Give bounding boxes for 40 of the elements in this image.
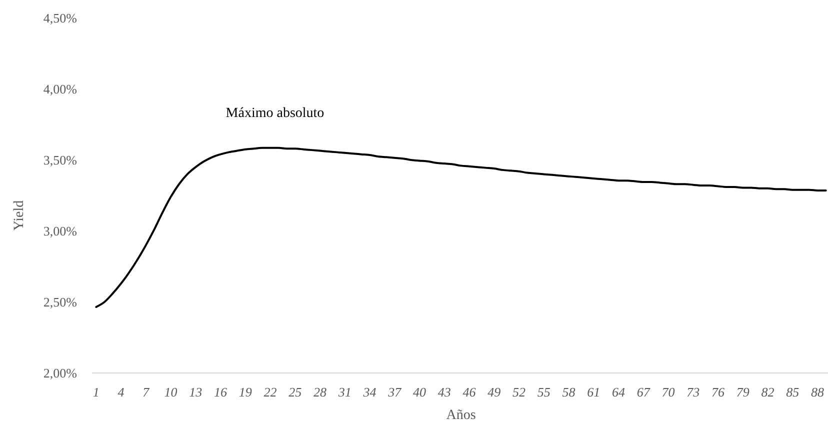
x-tick-label: 7 <box>142 384 150 400</box>
x-tick-label: 49 <box>488 384 502 400</box>
x-tick-label: 82 <box>761 384 775 400</box>
x-tick-label: 28 <box>314 384 328 400</box>
x-tick-label: 43 <box>438 384 452 400</box>
y-tick-label: 2,00% <box>43 366 78 381</box>
y-tick-label: 3,50% <box>43 152 78 168</box>
x-tick-label: 1 <box>92 384 100 400</box>
x-tick-label: 22 <box>264 384 278 400</box>
x-tick-label: 55 <box>537 384 551 400</box>
x-tick-label: 85 <box>786 384 800 400</box>
x-tick-label: 64 <box>612 384 626 400</box>
x-tick-label: 79 <box>736 384 750 400</box>
x-tick-label: 67 <box>636 384 650 400</box>
y-tick-label: 4,00% <box>43 82 78 97</box>
x-tick-label: 19 <box>238 384 252 400</box>
line-series <box>95 146 827 308</box>
x-tick-label: 37 <box>387 384 402 400</box>
x-tick-label: 40 <box>413 384 427 400</box>
x-tick-label: 73 <box>686 384 700 400</box>
x-tick-label: 70 <box>662 384 676 400</box>
x-axis-title: Años <box>446 408 476 423</box>
y-axis-title: Yield <box>12 200 27 231</box>
y-tick-label: 3,00% <box>43 224 78 239</box>
annotation: Máximo absoluto <box>226 106 324 121</box>
y-tick-label: 4,50% <box>43 10 78 26</box>
y-tick-label: 2,50% <box>43 294 78 310</box>
x-tick-label: 31 <box>337 384 352 400</box>
x-tick-label: 16 <box>214 384 228 400</box>
x-tick-label: 52 <box>512 384 526 400</box>
x-tick-label: 61 <box>587 384 600 400</box>
x-tick-label: 4 <box>118 384 125 400</box>
x-tick-label: 34 <box>362 384 377 400</box>
x-tick-label: 58 <box>562 384 576 400</box>
x-tick-label: 46 <box>462 384 476 400</box>
x-tick-label: 13 <box>189 384 203 400</box>
x-tick-label: 10 <box>164 384 178 400</box>
x-tick-label: 25 <box>288 384 302 400</box>
x-tick-label: 76 <box>712 384 726 400</box>
x-tick-label: 88 <box>811 384 825 400</box>
